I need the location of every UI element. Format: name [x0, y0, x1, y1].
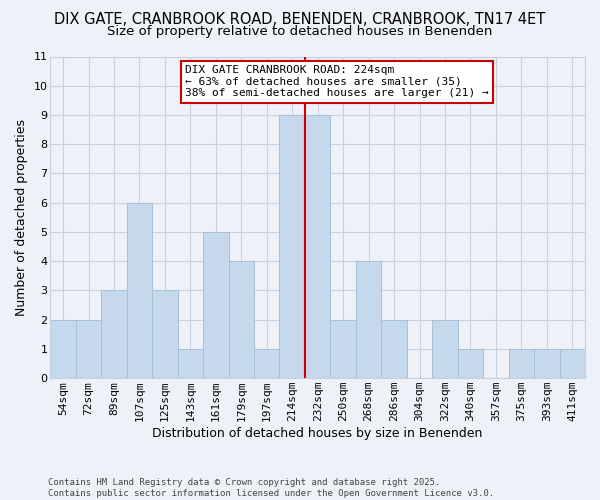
Bar: [203, 232, 229, 378]
Text: DIX GATE, CRANBROOK ROAD, BENENDEN, CRANBROOK, TN17 4ET: DIX GATE, CRANBROOK ROAD, BENENDEN, CRAN…: [55, 12, 545, 28]
Bar: [229, 261, 254, 378]
Bar: [76, 320, 101, 378]
Text: Contains HM Land Registry data © Crown copyright and database right 2025.
Contai: Contains HM Land Registry data © Crown c…: [48, 478, 494, 498]
Bar: [356, 261, 382, 378]
Bar: [509, 349, 534, 378]
Bar: [432, 320, 458, 378]
Bar: [382, 320, 407, 378]
Bar: [534, 349, 560, 378]
Bar: [127, 202, 152, 378]
Bar: [50, 320, 76, 378]
Text: DIX GATE CRANBROOK ROAD: 224sqm
← 63% of detached houses are smaller (35)
38% of: DIX GATE CRANBROOK ROAD: 224sqm ← 63% of…: [185, 66, 489, 98]
Bar: [458, 349, 483, 378]
Bar: [331, 320, 356, 378]
Y-axis label: Number of detached properties: Number of detached properties: [15, 119, 28, 316]
Bar: [178, 349, 203, 378]
Bar: [560, 349, 585, 378]
Bar: [305, 115, 331, 378]
Bar: [101, 290, 127, 378]
Bar: [280, 115, 305, 378]
X-axis label: Distribution of detached houses by size in Benenden: Distribution of detached houses by size …: [152, 427, 483, 440]
Text: Size of property relative to detached houses in Benenden: Size of property relative to detached ho…: [107, 25, 493, 38]
Bar: [152, 290, 178, 378]
Bar: [254, 349, 280, 378]
